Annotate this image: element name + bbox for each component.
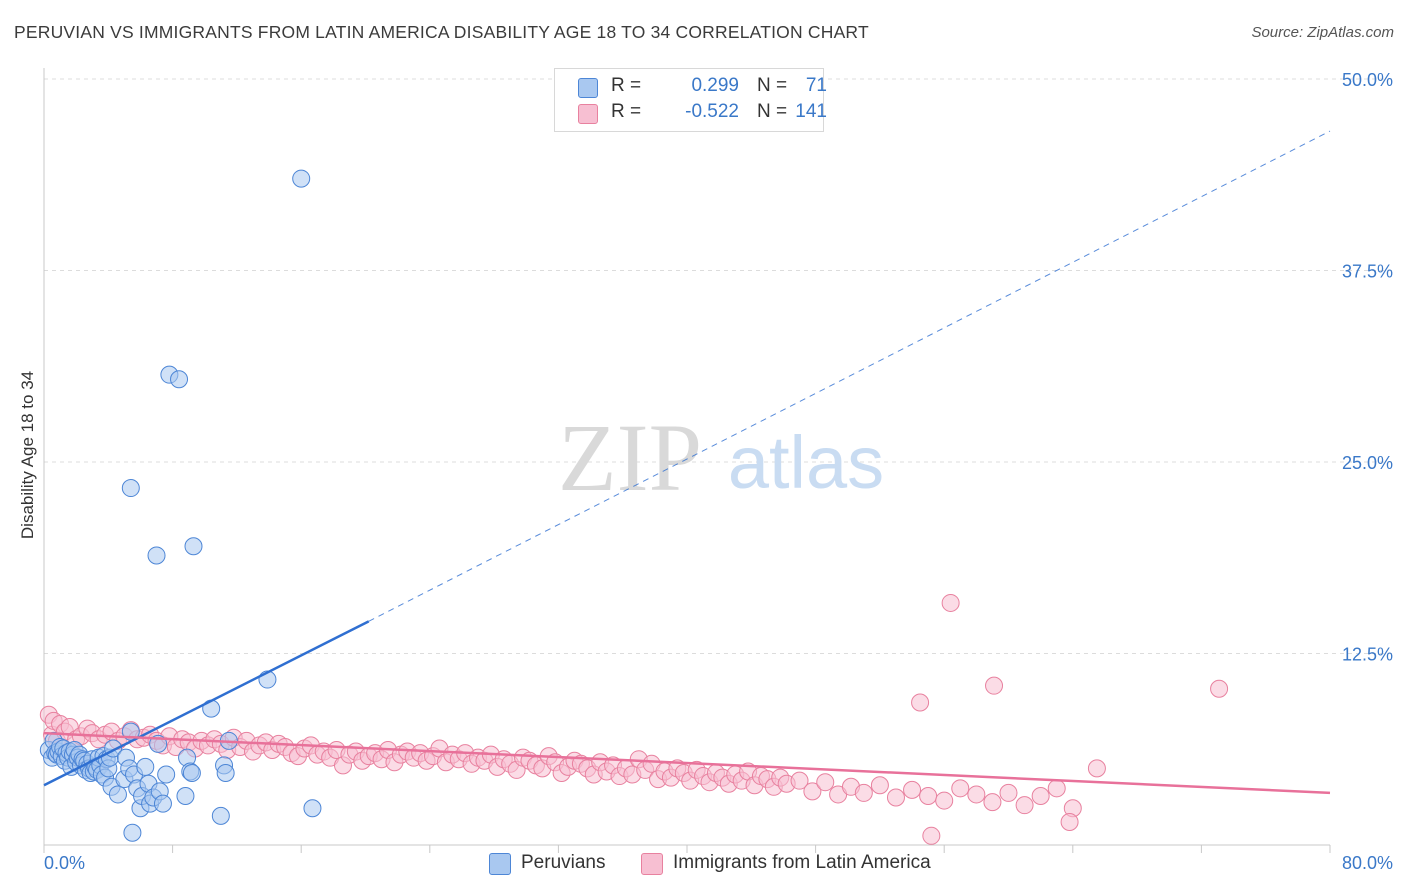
latin-america-point bbox=[1210, 679, 1229, 698]
y-tick-label: 25.0% bbox=[1342, 453, 1393, 473]
latin-america-point bbox=[985, 676, 1004, 695]
peruvian-trend-extension bbox=[368, 130, 1331, 622]
y-tick-label: 37.5% bbox=[1342, 262, 1393, 282]
latin-america-point bbox=[816, 773, 835, 792]
peruvian-point bbox=[153, 794, 172, 813]
x-tick-label-min: 0.0% bbox=[44, 853, 85, 873]
tick-labels: 12.5% 25.0% 37.5% 50.0% 0.0% 80.0% bbox=[44, 70, 1393, 873]
latin-america-point bbox=[886, 788, 905, 807]
legend-swatch-pink bbox=[578, 104, 598, 124]
y-tick-label: 50.0% bbox=[1342, 70, 1393, 90]
peruvian-point bbox=[157, 765, 176, 784]
peruvian-point bbox=[182, 763, 201, 782]
peruvian-point bbox=[176, 786, 195, 805]
latin-america-point bbox=[1047, 779, 1066, 798]
watermark-atlas: atlas bbox=[728, 421, 884, 504]
peruvian-point bbox=[292, 169, 311, 188]
latin-america-swatch bbox=[641, 853, 663, 875]
latin-america-point bbox=[922, 826, 941, 845]
correlation-legend: R = 0.299 N = 71 R = -0.522 N = 141 bbox=[554, 68, 827, 132]
peruvians-label: Peruvians bbox=[521, 852, 606, 873]
peruvian-point bbox=[216, 763, 235, 782]
latin-america-point bbox=[941, 593, 960, 612]
peruvian-point bbox=[147, 546, 166, 565]
peruvian-trend-line bbox=[43, 620, 370, 787]
watermark: ZIP atlas bbox=[558, 404, 884, 511]
latin-america-point bbox=[1087, 759, 1106, 778]
latin-america-point bbox=[1015, 796, 1034, 815]
latin-america-point bbox=[870, 776, 889, 795]
peruvian-point bbox=[121, 479, 140, 498]
legend-r-label: R = bbox=[611, 75, 642, 96]
legend-swatch-blue bbox=[578, 78, 598, 98]
latin-america-point bbox=[1031, 786, 1050, 805]
latin-america-trend-line bbox=[43, 731, 1331, 795]
peruvian-point bbox=[136, 757, 155, 776]
latin-america-point bbox=[983, 793, 1002, 812]
legend-n-label: N = bbox=[757, 75, 788, 96]
latin-america-point bbox=[854, 783, 873, 802]
latin-america-point bbox=[951, 779, 970, 798]
latin-america-point bbox=[903, 780, 922, 799]
latin-america-point bbox=[967, 785, 986, 804]
peruvian-point bbox=[211, 806, 230, 825]
peruvian-point bbox=[123, 823, 142, 842]
source-credit: Source: ZipAtlas.com bbox=[1251, 24, 1394, 41]
latin-america-points bbox=[39, 593, 1229, 845]
legend-n-value: 71 bbox=[805, 75, 827, 96]
latin-america-point bbox=[999, 783, 1018, 802]
latin-america-label: Immigrants from Latin America bbox=[673, 852, 931, 873]
peruvian-point bbox=[184, 537, 203, 556]
peruvians-swatch bbox=[489, 853, 511, 875]
peruvian-point bbox=[108, 785, 127, 804]
latin-america-point bbox=[1060, 813, 1079, 832]
y-tick-label: 12.5% bbox=[1342, 645, 1393, 665]
legend-r-value: -0.522 bbox=[685, 101, 739, 122]
x-tick-label-max: 80.0% bbox=[1342, 853, 1393, 873]
peruvian-point bbox=[170, 370, 189, 389]
latin-america-point bbox=[919, 786, 938, 805]
latin-america-point bbox=[911, 693, 930, 712]
gridlines bbox=[44, 78, 1392, 654]
legend-r-value: 0.299 bbox=[691, 75, 739, 96]
peruvian-point bbox=[303, 799, 322, 818]
latin-america-point bbox=[935, 791, 954, 810]
legend-n-label: N = bbox=[757, 101, 788, 122]
latin-america-point bbox=[803, 782, 822, 801]
peruvian-points bbox=[39, 169, 322, 842]
trend-lines bbox=[43, 130, 1331, 795]
legend-r-label: R = bbox=[611, 101, 642, 122]
latin-america-point bbox=[790, 771, 809, 790]
watermark-zip: ZIP bbox=[558, 404, 702, 511]
chart-title: PERUVIAN VS IMMIGRANTS FROM LATIN AMERIC… bbox=[14, 22, 869, 42]
legend-n-value: 141 bbox=[795, 101, 827, 122]
